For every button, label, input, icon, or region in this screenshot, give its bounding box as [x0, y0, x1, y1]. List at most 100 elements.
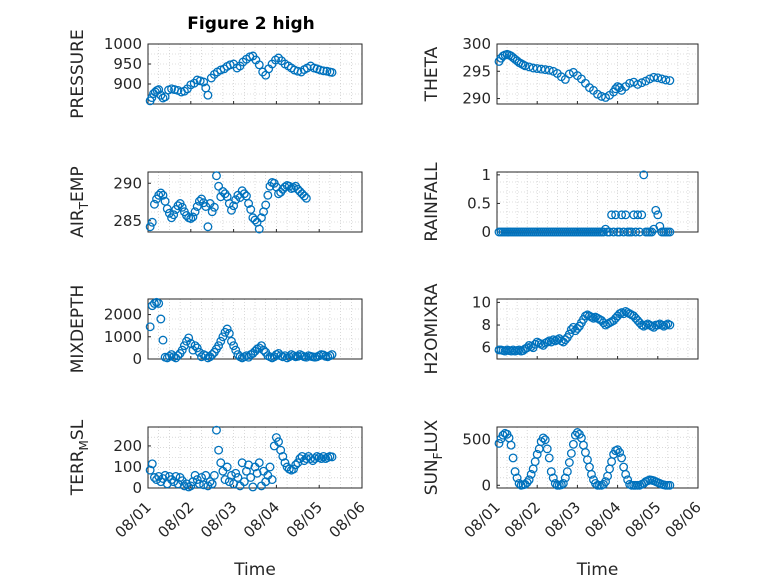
data-point — [209, 202, 219, 212]
data-point — [301, 193, 311, 203]
data-point — [261, 200, 271, 210]
data-point — [524, 62, 534, 72]
data-point — [568, 439, 578, 449]
data-point — [293, 66, 303, 76]
data-point — [154, 471, 164, 481]
data-point — [508, 453, 518, 463]
y-tick-label: 285 — [113, 212, 142, 230]
data-point — [222, 324, 232, 334]
data-point — [179, 481, 189, 491]
data-point — [639, 170, 649, 180]
data-point — [233, 473, 243, 482]
data-point — [274, 53, 283, 63]
data-point — [212, 171, 221, 181]
data-point — [316, 454, 326, 464]
data-point — [653, 73, 663, 83]
data-point — [558, 478, 568, 488]
y-tick-label: 500 — [462, 431, 491, 449]
data-point — [556, 480, 566, 490]
data-point — [532, 449, 542, 459]
data-point — [633, 79, 643, 89]
data-point — [207, 479, 217, 489]
data-point — [284, 181, 294, 191]
y-tick-label: 290 — [113, 174, 142, 192]
data-point — [145, 465, 155, 475]
grid — [147, 298, 363, 360]
data-point — [214, 181, 224, 191]
axes-box — [147, 171, 363, 233]
data-point — [160, 92, 170, 102]
subplot-air-temp: 285 290 AIRTEMP — [68, 166, 363, 238]
y-tick-label: 10 — [472, 293, 491, 311]
y-tick-label: 8 — [481, 316, 491, 334]
data-point — [164, 351, 174, 361]
data-point — [212, 425, 221, 435]
data-point — [637, 210, 647, 220]
data-point — [197, 352, 206, 362]
data-point — [611, 210, 621, 220]
y-tick-label: 200 — [113, 437, 142, 455]
y-tick-label: 100 — [113, 458, 142, 476]
data-point — [319, 350, 328, 360]
data-point — [564, 458, 574, 467]
data-point — [216, 458, 226, 468]
data-point — [657, 74, 667, 84]
data-point — [522, 343, 532, 353]
series-markers — [145, 297, 337, 363]
axes-box — [147, 298, 363, 360]
y-tick-label: 300 — [462, 35, 491, 53]
data-point — [209, 470, 219, 480]
data-point — [154, 85, 164, 95]
data-point — [510, 467, 520, 477]
series-markers — [494, 170, 675, 237]
data-point — [512, 473, 522, 483]
x-axis-label: Time — [576, 560, 619, 580]
data-point — [147, 217, 157, 227]
y-tick-label: 0.5 — [467, 194, 491, 212]
data-point — [544, 453, 554, 463]
data-point — [254, 224, 264, 234]
data-point — [564, 69, 574, 79]
data-point — [194, 196, 204, 206]
data-point — [291, 460, 301, 470]
y-tick-label: 1000 — [104, 328, 142, 346]
data-point — [156, 314, 166, 324]
data-point — [205, 477, 215, 487]
data-point — [524, 475, 534, 485]
y-axis-label: SUNFLUX — [422, 419, 445, 495]
data-point — [222, 462, 232, 472]
data-point — [280, 351, 290, 361]
data-point — [207, 207, 217, 217]
data-point — [520, 61, 530, 71]
data-point — [615, 83, 625, 93]
data-point — [192, 202, 202, 211]
data-point — [246, 473, 256, 482]
data-point — [199, 77, 209, 87]
data-point — [506, 440, 516, 450]
data-point — [276, 445, 286, 455]
data-point — [224, 328, 234, 338]
axes-box — [496, 43, 699, 105]
data-point — [327, 350, 337, 360]
y-axis-label: H2OMIXRA — [422, 283, 442, 374]
subplot-pressure: 900 950 1000 PRESSURE — [68, 29, 363, 119]
data-point — [214, 341, 224, 351]
data-point — [158, 335, 168, 345]
data-point — [256, 213, 266, 223]
data-point — [546, 337, 556, 347]
data-point — [649, 72, 659, 82]
y-tick-label: 295 — [462, 62, 491, 80]
y-tick-label: 900 — [113, 75, 142, 93]
data-point — [271, 433, 281, 442]
data-point — [156, 188, 166, 198]
axes-box — [147, 43, 363, 105]
data-point — [274, 437, 283, 447]
data-point — [203, 90, 213, 100]
data-point — [192, 343, 202, 353]
data-point — [173, 201, 183, 211]
data-point — [327, 452, 337, 462]
data-point — [162, 204, 172, 214]
data-point — [263, 190, 273, 200]
data-point — [280, 458, 290, 468]
data-point — [203, 481, 213, 491]
